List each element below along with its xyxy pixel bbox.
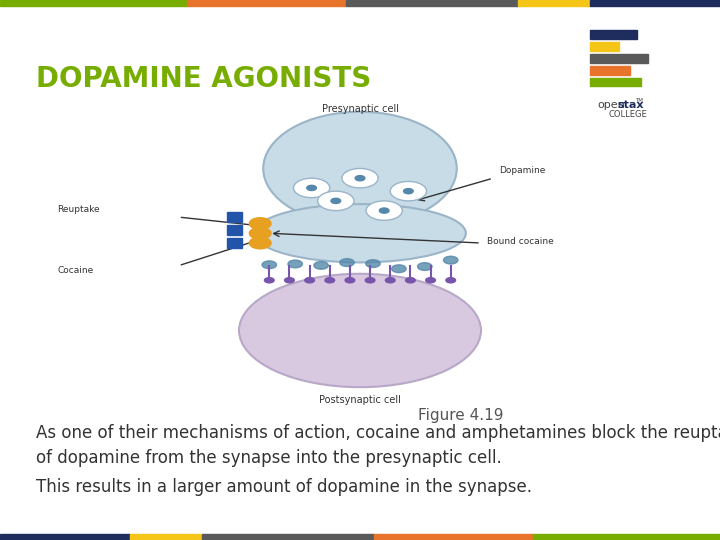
Circle shape xyxy=(379,208,389,213)
Bar xyxy=(590,30,637,39)
Bar xyxy=(518,0,590,6)
Text: Postsynaptic cell: Postsynaptic cell xyxy=(319,395,401,405)
Circle shape xyxy=(366,201,402,220)
Circle shape xyxy=(284,278,294,283)
Text: Presynaptic cell: Presynaptic cell xyxy=(322,104,398,114)
Circle shape xyxy=(355,176,365,181)
Text: open: open xyxy=(598,100,626,110)
Bar xyxy=(202,534,374,540)
Circle shape xyxy=(340,264,354,272)
Bar xyxy=(187,0,346,6)
Ellipse shape xyxy=(254,204,466,262)
Circle shape xyxy=(331,198,341,204)
Circle shape xyxy=(342,168,378,188)
Text: As one of their mechanisms of action, cocaine and amphetamines block the reuptak: As one of their mechanisms of action, co… xyxy=(36,424,720,467)
Circle shape xyxy=(249,227,271,239)
Circle shape xyxy=(365,278,375,283)
Text: TM: TM xyxy=(635,98,643,103)
Circle shape xyxy=(403,188,413,194)
Circle shape xyxy=(314,260,328,267)
Bar xyxy=(533,534,720,540)
Circle shape xyxy=(366,265,380,272)
Circle shape xyxy=(426,278,436,283)
Circle shape xyxy=(345,278,355,283)
Bar xyxy=(346,0,518,6)
Circle shape xyxy=(249,237,271,249)
Circle shape xyxy=(385,278,395,283)
Bar xyxy=(590,0,720,6)
Circle shape xyxy=(305,278,315,283)
Text: Cocaine: Cocaine xyxy=(58,266,94,275)
Text: Reuptake: Reuptake xyxy=(58,205,100,214)
Text: Figure 4.19: Figure 4.19 xyxy=(418,408,503,423)
Text: stax: stax xyxy=(617,100,644,110)
Text: COLLEGE: COLLEGE xyxy=(608,110,647,119)
Circle shape xyxy=(392,259,406,267)
Text: Dopamine: Dopamine xyxy=(499,166,546,175)
Circle shape xyxy=(249,218,271,230)
Circle shape xyxy=(446,278,456,283)
Bar xyxy=(374,534,533,540)
Circle shape xyxy=(294,178,330,198)
Bar xyxy=(0,0,187,6)
Circle shape xyxy=(405,278,415,283)
Bar xyxy=(590,42,619,51)
Ellipse shape xyxy=(239,274,481,387)
Bar xyxy=(130,534,202,540)
Bar xyxy=(0,534,130,540)
Bar xyxy=(227,225,242,235)
Text: Bound cocaine: Bound cocaine xyxy=(487,237,554,246)
Text: DOPAMINE AGONISTS: DOPAMINE AGONISTS xyxy=(36,65,372,93)
Circle shape xyxy=(418,260,432,268)
Circle shape xyxy=(444,265,458,272)
Circle shape xyxy=(288,256,302,264)
Bar xyxy=(227,212,242,222)
Circle shape xyxy=(390,181,426,201)
Circle shape xyxy=(264,278,274,283)
Circle shape xyxy=(318,191,354,211)
Circle shape xyxy=(307,185,317,191)
Ellipse shape xyxy=(264,112,456,225)
Circle shape xyxy=(325,278,335,283)
Bar xyxy=(590,66,630,75)
Bar xyxy=(590,78,641,86)
Circle shape xyxy=(262,264,276,271)
Text: This results in a larger amount of dopamine in the synapse.: This results in a larger amount of dopam… xyxy=(36,478,532,496)
Bar xyxy=(227,238,242,248)
Bar xyxy=(590,54,648,63)
